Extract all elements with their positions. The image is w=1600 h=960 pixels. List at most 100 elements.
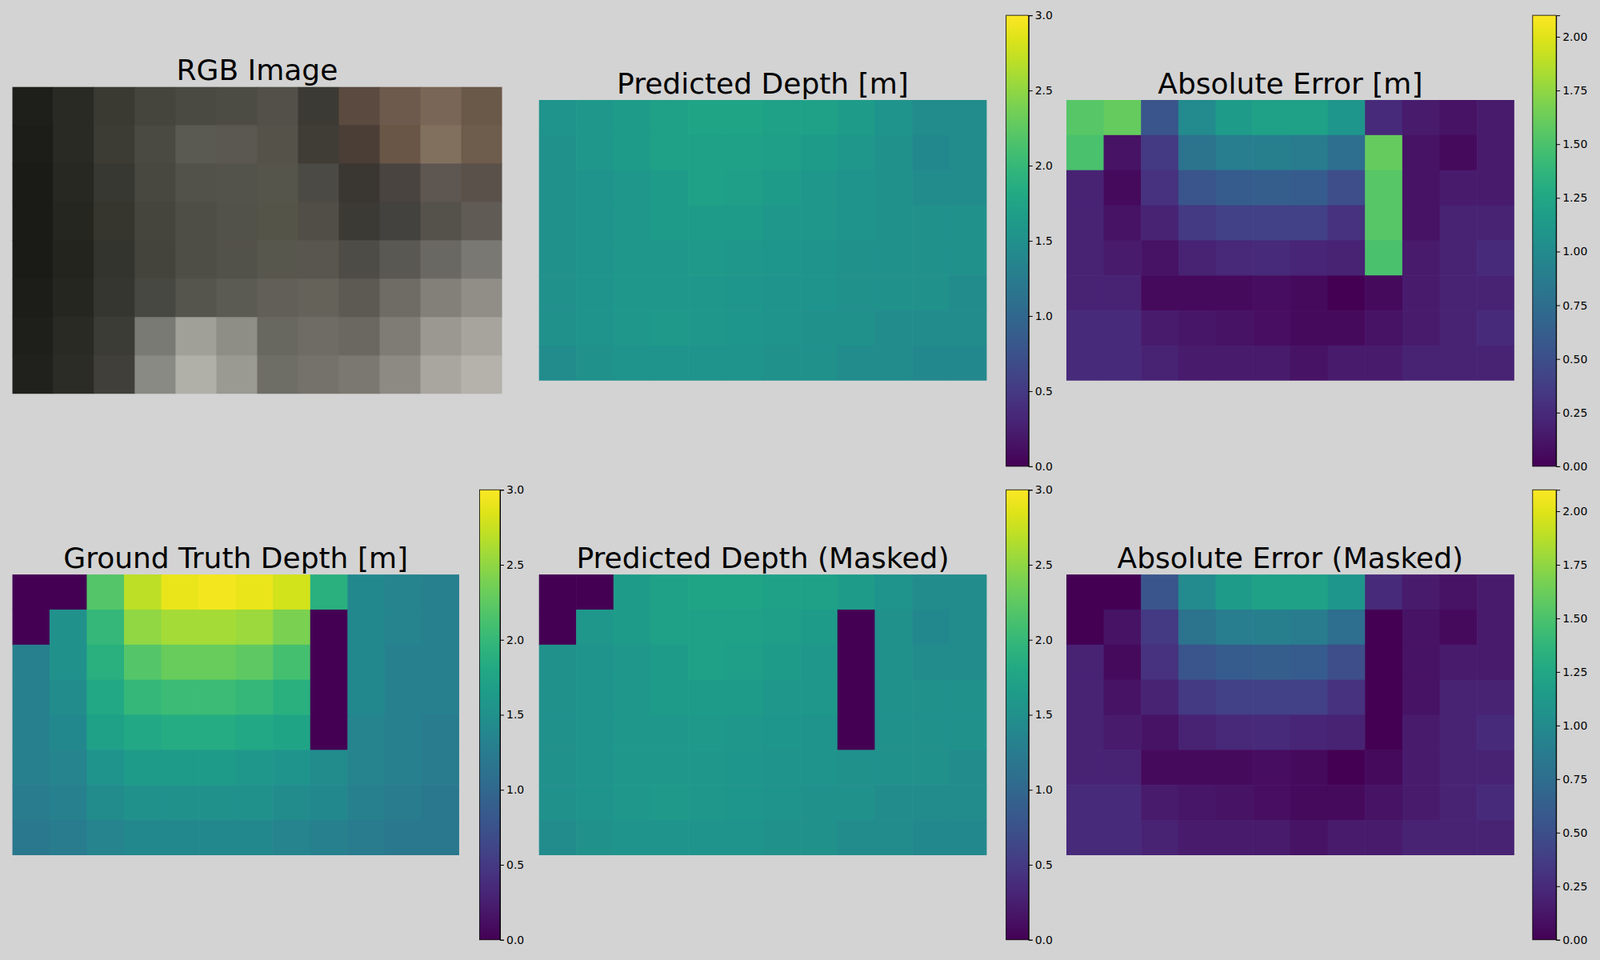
- cell: [650, 135, 688, 171]
- cell: [613, 275, 652, 311]
- axis-line: [500, 490, 505, 941]
- cell: [576, 100, 614, 136]
- tick-label: 1.75: [1562, 84, 1588, 97]
- pixel: [461, 86, 503, 126]
- cell: [1104, 609, 1142, 645]
- cell: [576, 240, 614, 276]
- cell: [874, 135, 912, 171]
- tick: 1.0: [1028, 783, 1053, 796]
- cell: [1104, 275, 1142, 311]
- cell: [762, 205, 800, 241]
- cell: [421, 609, 460, 645]
- cell: [874, 749, 912, 785]
- cell: [1252, 820, 1291, 856]
- cell: [1104, 170, 1142, 206]
- cell: [874, 574, 912, 610]
- cell: [124, 609, 162, 645]
- cell: [1066, 170, 1104, 206]
- cell: [800, 714, 838, 750]
- cell: [384, 609, 423, 645]
- cell: [1440, 644, 1478, 680]
- cell: [613, 680, 652, 716]
- cell: [576, 310, 614, 346]
- cell: [310, 749, 348, 785]
- cell: [1252, 714, 1291, 750]
- pixel: [461, 355, 503, 394]
- tick-label: 2.5: [1035, 558, 1053, 572]
- pixel: [216, 316, 258, 356]
- pixel: [52, 124, 95, 164]
- tick-mark: [1028, 640, 1033, 641]
- cell: [1140, 574, 1179, 610]
- cell: [949, 345, 988, 381]
- cell: [1178, 820, 1216, 856]
- cell: [1252, 275, 1291, 311]
- cell: [949, 680, 988, 716]
- cell: [1364, 714, 1403, 750]
- cell: [800, 205, 838, 241]
- cell: [1140, 714, 1179, 750]
- tick: 0.00: [1556, 933, 1588, 947]
- cell: [1328, 345, 1366, 381]
- cell: [49, 820, 88, 856]
- cell: [1066, 310, 1104, 346]
- cell: [1066, 574, 1104, 610]
- cell: [124, 714, 162, 750]
- cell: [1328, 644, 1366, 680]
- panel: Predicted Depth (Masked)0.00.51.01.52.02…: [538, 483, 1053, 947]
- cell: [912, 644, 950, 680]
- cell: [1364, 609, 1403, 645]
- pixel: [175, 201, 217, 241]
- tick-mark: [500, 640, 504, 641]
- tick-label: 2.5: [506, 558, 524, 572]
- tick-label: 2.5: [1035, 84, 1053, 97]
- pixel: [256, 278, 299, 318]
- pixel: [134, 163, 176, 203]
- axis-line: [1556, 16, 1561, 468]
- tick-label: 2.0: [1035, 633, 1053, 647]
- cell: [837, 135, 876, 171]
- cell: [272, 574, 311, 610]
- cell: [725, 135, 764, 171]
- cell: [688, 784, 726, 820]
- cell: [236, 784, 274, 820]
- cell: [1140, 749, 1179, 785]
- tick-mark: [1556, 886, 1560, 888]
- tick-mark: [1556, 305, 1560, 307]
- cell: [762, 714, 800, 750]
- pixel: [216, 163, 258, 203]
- cell: [1402, 345, 1440, 381]
- cell: [198, 609, 236, 645]
- tick-mark: [1028, 564, 1033, 566]
- cell: [1402, 644, 1440, 680]
- tick-label: 1.0: [1035, 309, 1053, 323]
- pixel: [461, 278, 503, 318]
- cell: [1440, 310, 1478, 346]
- tick-mark: [1028, 940, 1033, 941]
- cell: [1476, 275, 1515, 311]
- pixel: [12, 201, 54, 241]
- pixel: [461, 124, 503, 164]
- cell: [124, 749, 162, 785]
- cell: [1216, 205, 1254, 241]
- cell: [1290, 714, 1328, 750]
- cell: [762, 135, 800, 171]
- tick-label: 0.50: [1562, 352, 1588, 366]
- cell: [310, 680, 348, 716]
- cell: [49, 609, 88, 645]
- pixel: [12, 278, 54, 318]
- pixel: [175, 316, 217, 356]
- cell: [1364, 240, 1403, 276]
- cell: [688, 574, 726, 610]
- tick-label: 1.25: [1562, 191, 1588, 204]
- cell: [949, 574, 988, 610]
- cell: [1476, 135, 1515, 171]
- panel: Absolute Error [m]0.000.250.500.751.001.…: [1066, 15, 1588, 473]
- cell: [1216, 714, 1254, 750]
- axis-line: [1028, 490, 1033, 941]
- cell: [1290, 749, 1328, 785]
- tick: 1.00: [1556, 719, 1588, 732]
- tick-mark: [500, 789, 504, 791]
- tick-mark: [1028, 714, 1033, 716]
- panel: Predicted Depth [m]0.00.51.01.52.02.53.0: [538, 8, 1053, 473]
